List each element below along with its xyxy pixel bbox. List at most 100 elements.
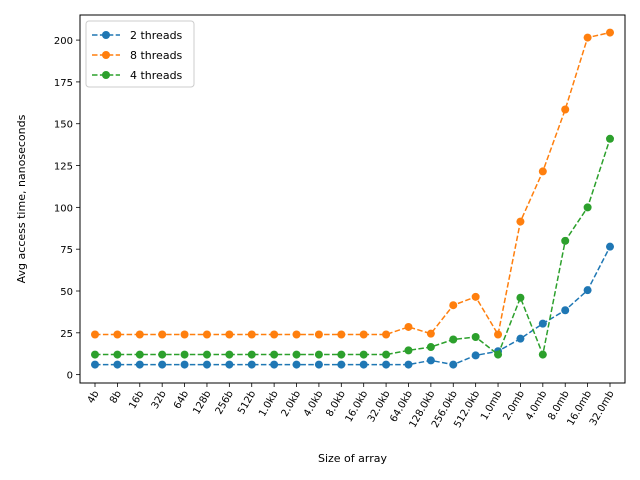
data-point xyxy=(113,350,122,359)
y-tick-label: 0 xyxy=(67,371,73,382)
data-point xyxy=(471,351,480,360)
data-point xyxy=(180,350,189,359)
x-tick-label: 128b xyxy=(191,389,213,417)
data-point xyxy=(516,217,525,226)
y-tick-label: 75 xyxy=(60,245,73,256)
x-tick-label: 256b xyxy=(214,389,236,417)
data-point xyxy=(135,330,144,339)
data-point xyxy=(606,242,614,251)
data-point xyxy=(382,350,391,359)
data-point xyxy=(561,236,570,245)
data-point xyxy=(538,319,547,328)
data-point xyxy=(471,333,480,341)
y-tick-label: 175 xyxy=(54,78,73,89)
data-point xyxy=(583,203,592,212)
series-line-1 xyxy=(95,246,611,366)
data-point xyxy=(359,350,368,359)
data-point xyxy=(247,330,256,339)
data-point xyxy=(292,350,301,359)
data-point xyxy=(561,105,570,114)
data-point xyxy=(270,350,279,359)
data-point xyxy=(382,330,391,339)
y-tick-label: 200 xyxy=(54,36,73,47)
data-point xyxy=(359,360,368,369)
x-tick-label: 8b xyxy=(108,389,124,406)
x-tick-label: 8.0kb xyxy=(324,389,348,419)
data-point xyxy=(113,360,122,369)
data-point xyxy=(270,330,279,339)
series-layer xyxy=(91,28,614,369)
data-point xyxy=(583,286,592,295)
legend-marker-1 xyxy=(102,31,110,39)
x-axis: 4b 8b 16b 32b 64b 128b 256b 512b1.0kb2.0kb4.0kb… xyxy=(86,383,617,430)
data-point xyxy=(337,350,346,359)
data-point xyxy=(158,330,167,339)
data-point xyxy=(583,33,592,42)
data-point xyxy=(404,360,413,369)
x-tick-label: 4b xyxy=(86,389,102,406)
data-point xyxy=(113,330,122,339)
data-point xyxy=(337,330,346,339)
data-point xyxy=(292,330,301,339)
data-point xyxy=(158,360,167,369)
data-point xyxy=(426,329,435,338)
data-point xyxy=(494,350,503,359)
legend-marker-2 xyxy=(102,51,110,59)
data-point xyxy=(247,360,256,369)
data-point xyxy=(225,330,234,339)
y-tick-label: 50 xyxy=(60,287,73,298)
plot-frame xyxy=(79,14,626,384)
data-point xyxy=(202,360,211,369)
x-axis-label: Size of array xyxy=(318,452,388,465)
legend-label-3: 4 threads xyxy=(130,69,183,82)
data-point xyxy=(314,350,323,359)
data-point xyxy=(337,360,346,369)
x-tick-label: 32b xyxy=(150,389,169,411)
data-point xyxy=(471,292,480,301)
data-point xyxy=(314,360,323,369)
legend-label-2: 8 threads xyxy=(130,49,183,62)
data-point xyxy=(606,134,614,143)
legend-label-1: 2 threads xyxy=(130,29,183,42)
data-point xyxy=(91,360,99,369)
y-tick-label: 25 xyxy=(60,329,73,340)
x-tick-label: 64b xyxy=(172,389,191,411)
y-tick-label: 100 xyxy=(54,203,73,214)
data-point xyxy=(225,360,234,369)
legend-marker-3 xyxy=(102,71,110,79)
y-axis: 0 25 50 75 100 125 150 175 200 xyxy=(54,36,80,382)
legend-box xyxy=(85,20,195,88)
data-point xyxy=(292,360,301,369)
data-point xyxy=(180,360,189,369)
y-tick-label: 125 xyxy=(54,162,73,173)
data-point xyxy=(270,360,279,369)
data-point xyxy=(135,360,144,369)
data-point xyxy=(516,334,525,343)
data-point xyxy=(225,350,234,359)
data-point xyxy=(404,322,413,331)
series-line-3 xyxy=(95,138,611,358)
data-point xyxy=(135,350,144,359)
data-point xyxy=(158,350,167,359)
data-point xyxy=(516,293,525,302)
data-point xyxy=(314,330,323,339)
data-point xyxy=(538,167,547,176)
data-point xyxy=(91,350,99,359)
data-point xyxy=(404,346,413,355)
series-line-2 xyxy=(95,31,611,337)
data-point xyxy=(359,330,368,339)
data-point xyxy=(247,350,256,359)
data-point xyxy=(202,330,211,339)
data-point xyxy=(382,360,391,369)
data-point xyxy=(426,356,435,365)
data-point xyxy=(91,330,99,339)
legend: 2 threads 8 threads 4 threads xyxy=(85,20,195,88)
data-point xyxy=(538,350,547,359)
data-point xyxy=(449,335,458,344)
x-tick-label: 4.0kb xyxy=(302,389,326,419)
data-point xyxy=(449,301,458,310)
data-point xyxy=(606,28,614,37)
data-point xyxy=(561,306,570,315)
x-tick-label: 2.0kb xyxy=(280,389,304,419)
